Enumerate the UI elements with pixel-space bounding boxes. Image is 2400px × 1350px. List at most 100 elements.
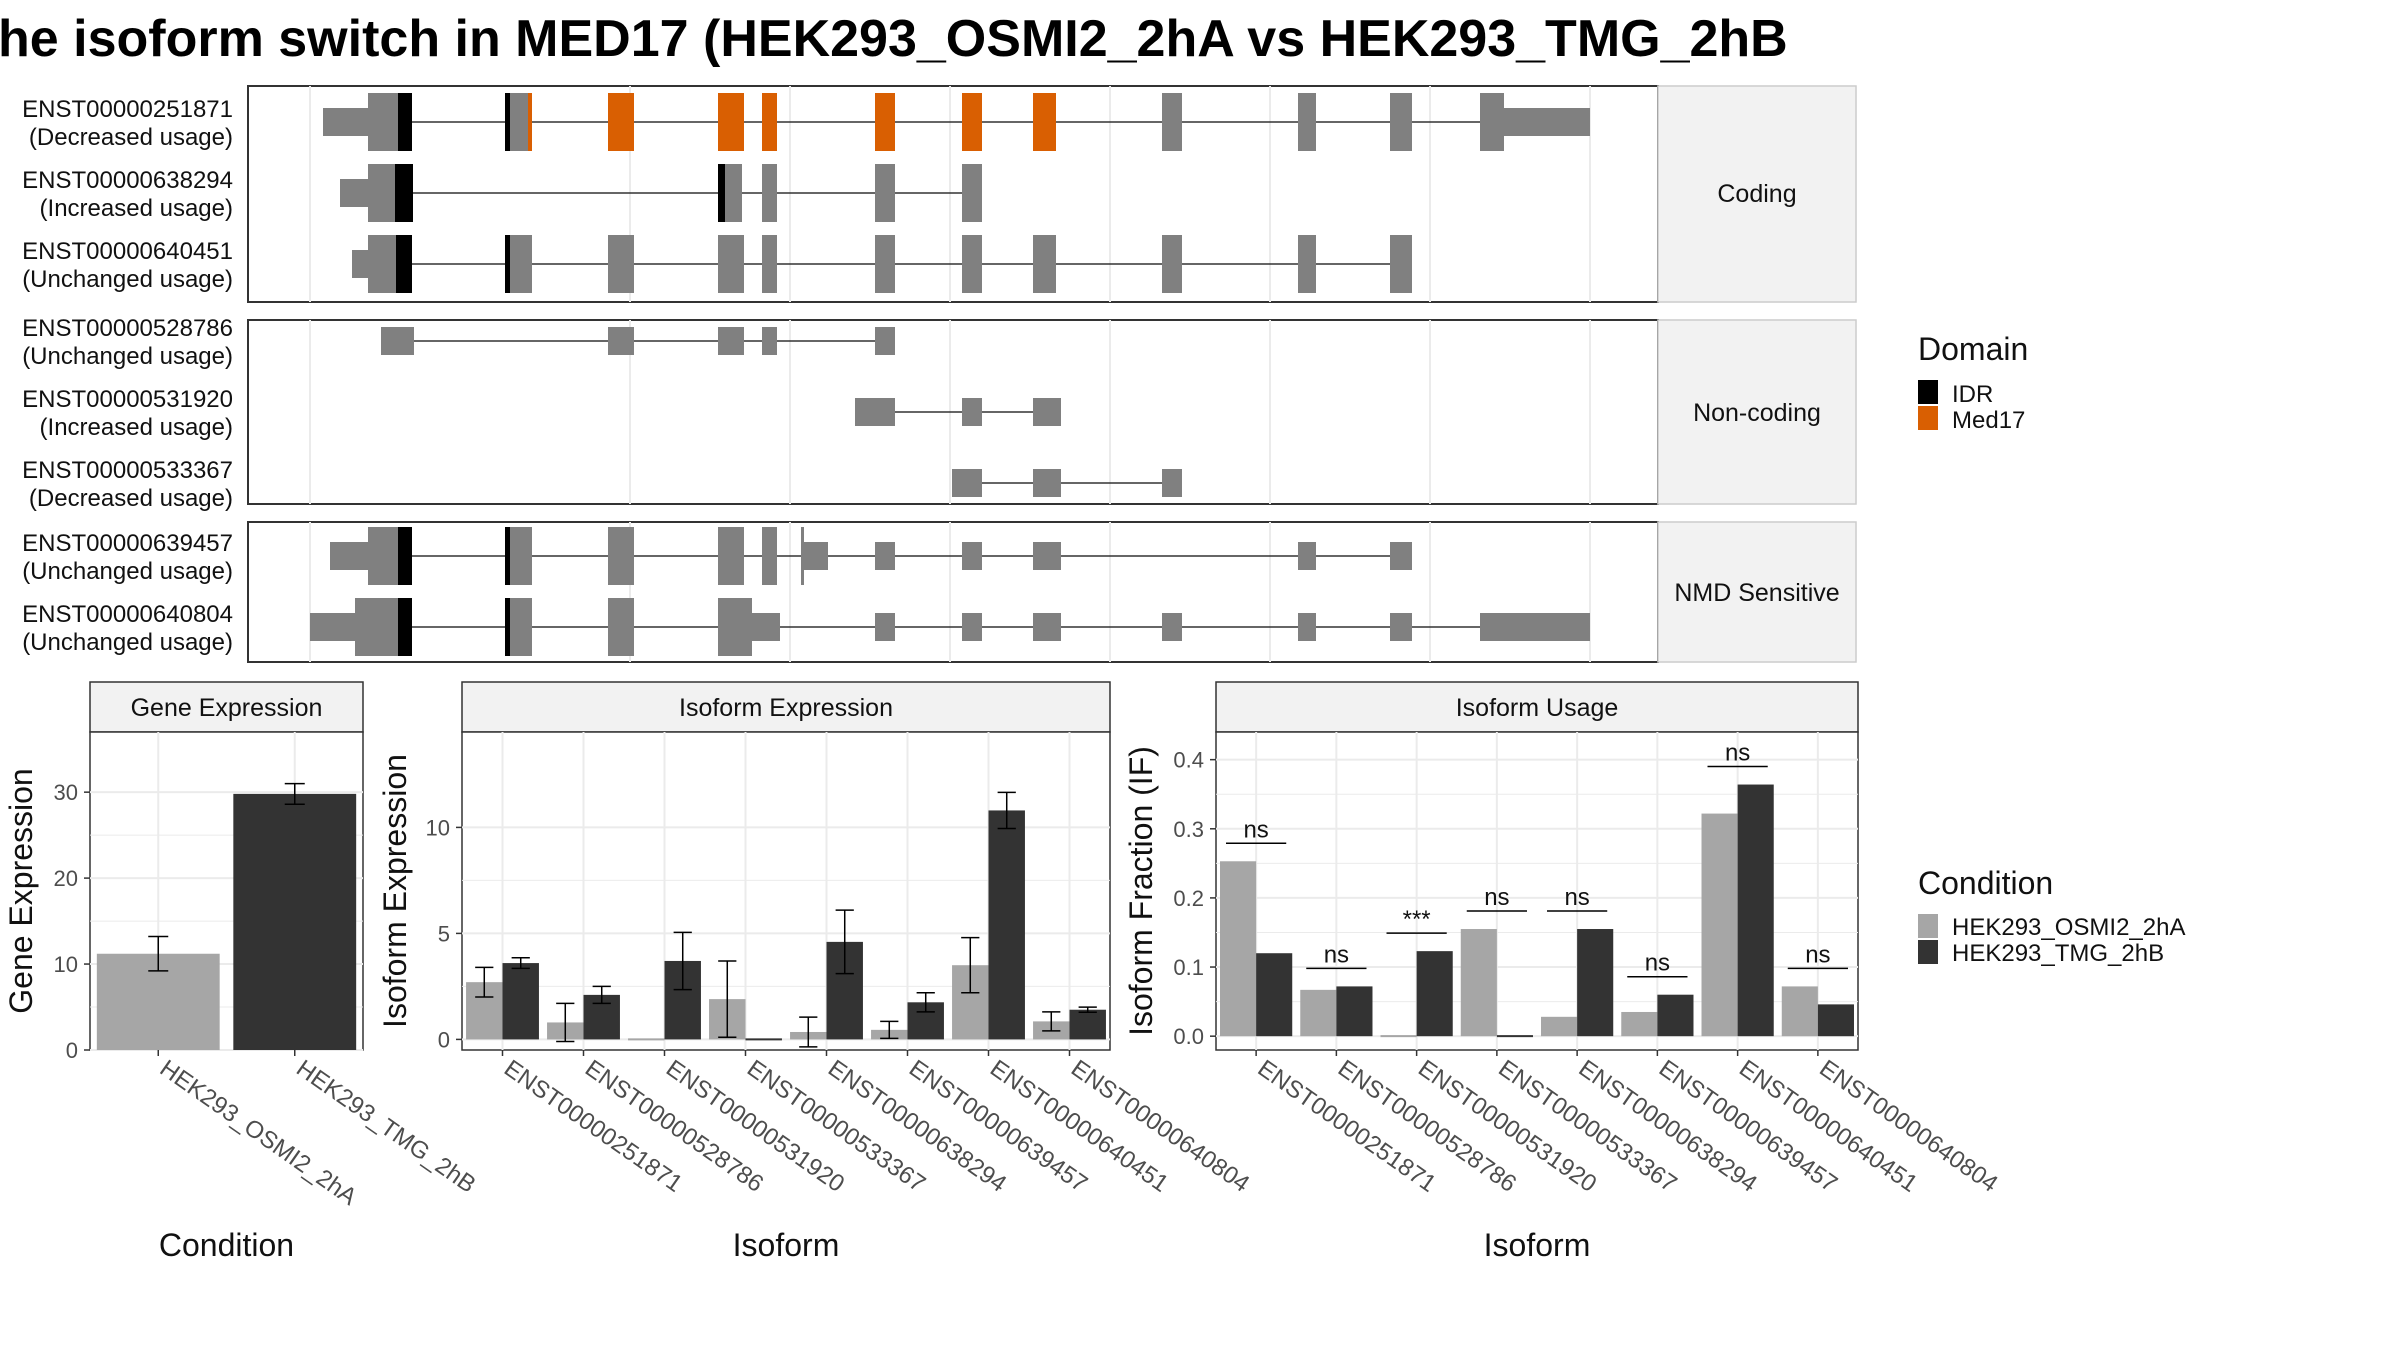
isoform-usage-chart: Isoform Usage 0.0 0.1 0.2 0.3 0.4 ns ns *** ns ns n… [1123,681,2003,1263]
track-id: ENST00000531920 [22,386,233,413]
significance-label: ns [1564,884,1589,911]
exon-block [762,327,777,355]
y-axis-title: Gene Expression [3,768,39,1013]
idr-domain [398,527,412,585]
exon-block [718,598,752,656]
exon-block [952,469,982,497]
track-usage: (Increased usage) [40,195,233,222]
domain-legend: Domain IDR Med17 [1918,331,2028,434]
x-axis-title: Isoform [733,1227,840,1263]
bar [1657,994,1694,1037]
transcript-model [352,235,1412,293]
idr-domain [505,598,510,656]
utr-block [330,542,368,570]
exon-block [718,527,744,585]
utr-block [1480,613,1590,641]
idr-domain [505,235,510,293]
y-tick-label: 0 [438,1027,450,1052]
legend-title: Condition [1918,865,2053,901]
panel-label-coding: Coding [1717,180,1796,208]
exon-block [718,327,744,355]
exon-block [1480,93,1504,151]
med17-domain [962,93,982,151]
exon-block [1162,235,1182,293]
exon-block [962,164,982,222]
exon-block [608,235,634,293]
exon-block [1033,398,1061,426]
bar [1336,986,1373,1037]
utr-block [962,542,982,570]
strip-box [461,681,1111,733]
idr-domain [505,93,510,151]
y-axis-title: Isoform Expression [377,754,413,1028]
bar [1577,929,1614,1037]
track-usage: (Decreased usage) [29,485,233,512]
strip-box [1657,521,1857,663]
bar [1069,1009,1106,1040]
bar [1621,1011,1658,1037]
transcript-panel-nmd: NMD Sensitive ENST00000639457 (Unchanged… [22,521,1857,663]
exon-block [875,235,895,293]
track-id: ENST00000251871 [22,96,233,123]
legend-title: Domain [1918,331,2028,367]
utr-block [1162,613,1182,641]
utr-block [1504,108,1590,136]
exon-block [875,164,895,222]
bar [233,793,357,1050]
med17-domain [762,93,777,151]
legend-key-condition-b [1918,940,1938,964]
significance-label: *** [1403,906,1431,933]
bar [502,963,539,1040]
y-tick-label: 5 [438,921,450,946]
exon-block [368,164,395,222]
exon-block [510,598,532,656]
utr-block [323,108,368,136]
y-tick-label: 0 [66,1038,78,1063]
exon-block [801,527,804,585]
bar [988,810,1025,1040]
exon-block [608,527,634,585]
track-usage: (Increased usage) [40,414,233,441]
exon-block [762,527,777,585]
transcript-model [952,469,1182,497]
exon-block [510,527,532,585]
idr-domain [398,93,412,151]
utr-block [875,542,895,570]
gene-expression-chart: Gene Expression0102030HEK293_OSMI2_2hAHE… [3,681,481,1263]
utr-block [1390,613,1412,641]
transcript-panel-coding: Coding ENST00000251871 (Decreased usage)… [22,85,1857,303]
exon-block [1390,235,1412,293]
exon-block [762,235,777,293]
utr-block [1033,613,1061,641]
med17-domain [718,93,744,151]
legend-label-med17: Med17 [1952,407,2025,434]
exon-block [368,93,398,151]
strip-box [1215,681,1859,733]
significance-label: ns [1243,816,1268,843]
utr-block [804,542,828,570]
exon-block [510,235,532,293]
bar [1220,861,1257,1037]
legend-key-idr [1918,380,1938,404]
track-usage: (Unchanged usage) [22,343,233,370]
utr-block [875,613,895,641]
exon-block [762,164,777,222]
y-tick-label: 10 [54,952,78,977]
legend-key-condition-a [1918,914,1938,938]
exon-block [355,598,398,656]
x-axis-title: Condition [159,1227,294,1263]
strip-box [89,681,364,733]
exon-block [1298,235,1316,293]
legend-label-condition-a: HEK293_OSMI2_2hA [1952,914,2185,941]
exon-block [381,327,414,355]
med17-domain [875,93,895,151]
exon-block [1162,469,1182,497]
chart-title: Isoform Usage [1456,694,1619,722]
y-tick-label: 10 [426,815,450,840]
track-usage: (Unchanged usage) [22,629,233,656]
bar [1300,989,1337,1037]
y-tick-label: 0.0 [1173,1024,1204,1049]
exon-block [1162,93,1182,151]
track-usage: (Unchanged usage) [22,266,233,293]
